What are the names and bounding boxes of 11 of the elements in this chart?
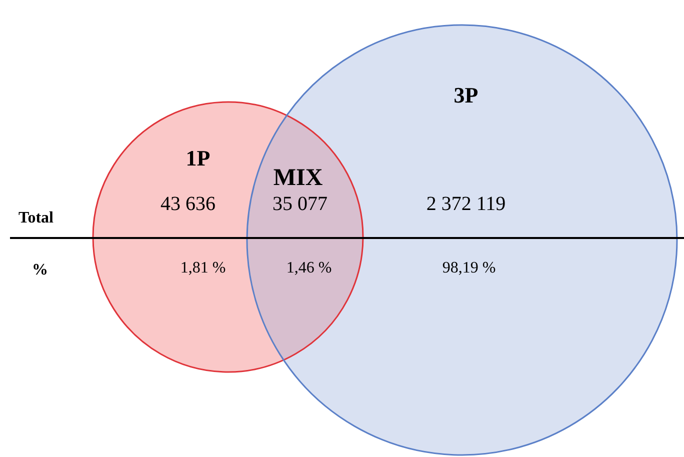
data-label: 2 372 119 xyxy=(426,193,506,215)
text: Total xyxy=(18,210,54,226)
text: 1,46 % xyxy=(286,260,332,276)
data-label: 35 077 xyxy=(272,193,328,215)
text: 98,19 % xyxy=(442,260,496,276)
category-label: 1P xyxy=(186,146,210,170)
data-label: 43 636 xyxy=(160,193,216,215)
category-label: 3P xyxy=(454,82,478,108)
category-label: MIX xyxy=(273,165,324,191)
text: % xyxy=(32,262,48,278)
text: 1,81 % xyxy=(180,260,226,276)
